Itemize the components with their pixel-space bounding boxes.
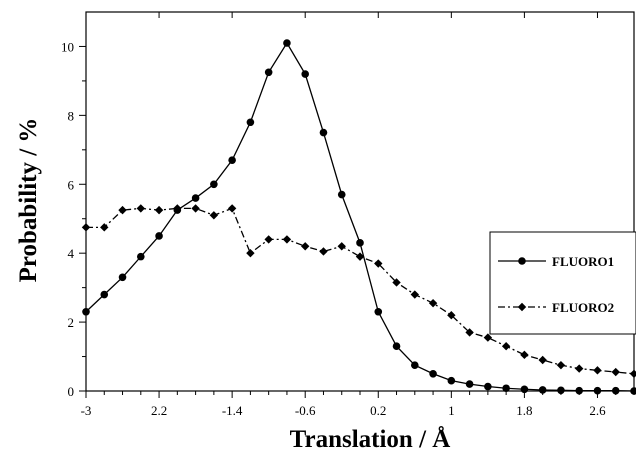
data-point xyxy=(82,307,90,316)
data-point xyxy=(575,364,584,373)
data-point xyxy=(100,290,109,299)
y-tick-label: 0 xyxy=(68,384,75,399)
data-point xyxy=(392,342,401,351)
data-point xyxy=(227,204,237,213)
data-point xyxy=(100,223,109,232)
series-layer xyxy=(81,39,636,395)
data-point xyxy=(374,259,383,268)
y-tick-label: 8 xyxy=(68,108,75,123)
data-point xyxy=(428,298,438,308)
data-point xyxy=(282,235,292,244)
x-tick-label: 0.2 xyxy=(370,403,386,418)
y-axis-title: Probability / % xyxy=(15,118,42,283)
data-point xyxy=(611,386,620,395)
data-point xyxy=(593,386,602,395)
y-tick-label: 10 xyxy=(61,39,74,54)
series-line xyxy=(85,41,635,392)
data-point xyxy=(155,232,163,240)
data-point xyxy=(319,128,328,137)
data-point xyxy=(630,387,636,395)
x-axis-title: Translation / Å xyxy=(290,425,451,453)
data-point xyxy=(629,369,636,378)
data-point xyxy=(337,242,346,251)
data-point xyxy=(118,273,127,282)
data-point xyxy=(465,380,474,388)
data-point xyxy=(611,367,620,377)
x-axis: -3 2.2 -1.4 -0.6 0.2 1 1.8 2.6 xyxy=(81,12,635,418)
data-point xyxy=(301,242,310,251)
data-point xyxy=(411,361,419,369)
data-point xyxy=(483,333,493,342)
legend: FLUORO1 FLUORO2 xyxy=(489,231,636,335)
data-point xyxy=(301,70,310,78)
data-point xyxy=(191,204,200,213)
data-point xyxy=(337,190,346,199)
legend-marker xyxy=(518,257,526,265)
x-tick-label: 2.2 xyxy=(151,403,167,418)
legend-box xyxy=(489,231,636,335)
x-tick-label: -3 xyxy=(81,403,92,418)
data-point xyxy=(447,311,456,320)
data-point xyxy=(246,118,255,127)
y-tick-label: 2 xyxy=(68,315,75,330)
data-point xyxy=(520,385,529,394)
series-fluoro2 xyxy=(81,204,636,378)
data-point xyxy=(593,366,602,375)
x-tick-label: -0.6 xyxy=(295,403,316,418)
legend-label: FLUORO1 xyxy=(552,254,614,269)
data-point xyxy=(264,235,273,244)
data-point xyxy=(484,382,492,391)
data-point xyxy=(210,180,218,189)
data-point xyxy=(81,223,91,232)
y-axis: 0 2 4 6 8 10 xyxy=(61,39,86,399)
data-point xyxy=(557,386,565,395)
data-point xyxy=(264,68,273,77)
data-point xyxy=(191,194,200,202)
data-point xyxy=(228,156,236,164)
data-point xyxy=(429,369,437,378)
data-point xyxy=(501,342,511,351)
x-tick-label: 1 xyxy=(448,403,455,418)
data-point xyxy=(392,278,401,287)
data-point xyxy=(465,328,474,337)
legend-marker xyxy=(517,302,527,312)
data-point xyxy=(374,307,383,316)
data-point xyxy=(520,350,529,360)
data-point xyxy=(209,211,219,220)
data-point xyxy=(556,360,566,370)
x-tick-label: 2.6 xyxy=(589,403,606,418)
data-point xyxy=(319,247,328,256)
data-point xyxy=(356,239,364,247)
data-point xyxy=(447,376,456,385)
data-point xyxy=(538,386,547,394)
data-point xyxy=(283,39,291,47)
data-point xyxy=(136,204,145,213)
x-tick-label: -1.4 xyxy=(222,403,243,418)
data-point xyxy=(137,252,145,261)
y-tick-label: 4 xyxy=(68,246,75,261)
data-point xyxy=(410,290,419,299)
data-point xyxy=(355,252,365,261)
data-point xyxy=(575,386,583,395)
data-point xyxy=(118,205,127,215)
series-fluoro1 xyxy=(82,39,636,395)
data-point xyxy=(173,204,182,213)
legend-label: FLUORO2 xyxy=(552,300,614,315)
y-tick-label: 6 xyxy=(68,177,75,192)
data-point xyxy=(502,384,510,393)
data-point xyxy=(246,248,255,258)
x-tick-label: 1.8 xyxy=(516,403,532,418)
data-point xyxy=(538,355,547,365)
data-point xyxy=(154,205,164,215)
